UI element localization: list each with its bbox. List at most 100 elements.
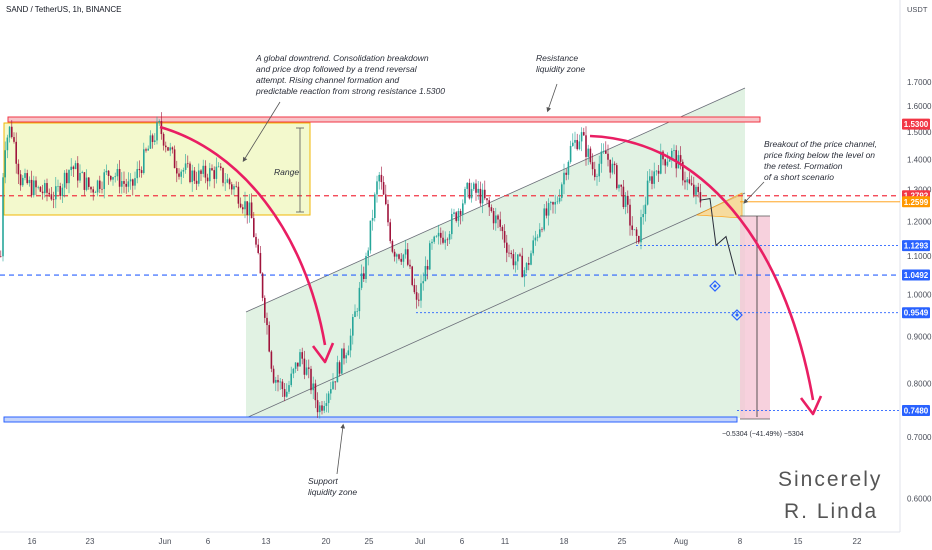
candle-body [140, 170, 143, 174]
candle-body [519, 254, 521, 256]
candle-body [668, 159, 671, 162]
measure-label: −0.5304 (−41.49%) −5304 [722, 431, 804, 438]
candle-body [178, 173, 180, 177]
price-label: 1.0492 [902, 269, 930, 281]
candle-body [316, 400, 319, 413]
candle-body [44, 183, 46, 194]
candle-body [173, 149, 176, 169]
candle-body [363, 273, 365, 280]
candle-body [182, 169, 185, 172]
candle-body [195, 180, 198, 184]
y-tick-label: 1.5000 [907, 128, 932, 137]
candle-body [609, 159, 611, 173]
candle-body [327, 393, 330, 404]
y-tick-label: 1.4000 [907, 156, 932, 165]
candle-body [596, 176, 598, 178]
candle-body [110, 175, 112, 180]
candle-body [74, 163, 77, 170]
candle-body [46, 183, 48, 193]
candle-body [237, 186, 240, 204]
candle-body [279, 381, 281, 383]
candle-body [578, 141, 581, 150]
svg-text:attempt. Rising channel format: attempt. Rising channel formation and [256, 75, 399, 85]
y-tick-label: 1.0000 [907, 290, 932, 299]
candle-body [411, 266, 413, 285]
candle-body [613, 163, 616, 166]
x-tick-label: 13 [262, 537, 271, 546]
price-axis[interactable] [900, 0, 932, 532]
candle-body [598, 163, 600, 177]
candle-body [389, 222, 391, 242]
candle-body [81, 172, 83, 173]
candle-body [534, 237, 537, 241]
candle-body [2, 177, 4, 257]
candle-body [435, 236, 438, 237]
candle-body [378, 174, 380, 182]
price-label: 1.5300 [902, 118, 930, 130]
candle-body [156, 122, 158, 141]
candle-body [407, 249, 409, 265]
candle-body [521, 255, 523, 278]
candle-body [55, 186, 57, 200]
candle-body [41, 191, 44, 194]
rising-channel [246, 88, 745, 418]
candle-body [475, 183, 477, 193]
candle-body [492, 211, 495, 224]
candle-body [299, 352, 301, 367]
candle-body [655, 170, 658, 172]
svg-text:0.9549: 0.9549 [904, 309, 929, 318]
signature-line1: Sincerely [778, 468, 882, 491]
candle-body [688, 179, 691, 184]
candle-body [697, 186, 699, 193]
candle-body [657, 170, 660, 174]
candle-body [292, 368, 295, 374]
candle-body [495, 215, 497, 224]
svg-text:price fixing below the level o: price fixing below the level on [763, 150, 875, 160]
candle-body [48, 192, 50, 195]
candle-body [206, 177, 209, 182]
candle-body [35, 180, 37, 188]
candle-body [690, 183, 693, 185]
candle-body [52, 199, 55, 201]
candle-body [422, 281, 424, 284]
candle-body [90, 186, 92, 190]
candle-body [321, 405, 323, 411]
symbol-title[interactable]: SAND / TetherUS, 1h, BINANCE [6, 5, 121, 14]
candle-body [572, 142, 574, 146]
candle-body [501, 226, 504, 232]
candle-body [561, 184, 563, 198]
candle-body [539, 229, 541, 237]
candle-body [248, 202, 251, 216]
x-tick-label: 11 [501, 537, 510, 546]
x-tick-label: 23 [86, 537, 95, 546]
projection-markers [709, 280, 743, 321]
candle-body [497, 215, 499, 220]
time-axis[interactable] [0, 532, 932, 550]
candle-body [646, 180, 649, 205]
candle-body [149, 135, 152, 149]
candle-body [371, 218, 374, 221]
candle-body [550, 202, 552, 204]
y-tick-labels: 1.7000 1.6000 1.5000 1.4000 1.3000 1.2000 1.10… [907, 78, 932, 504]
candle-body [664, 159, 666, 166]
candle-body [525, 263, 528, 271]
candle-body [649, 176, 651, 181]
candle-body [347, 350, 350, 356]
candle-body [228, 179, 231, 185]
x-tick-label: 16 [28, 537, 37, 546]
candle-body [429, 243, 431, 270]
candle-body [323, 405, 325, 411]
candle-body [294, 362, 297, 369]
candle-body [281, 381, 284, 390]
candle-body [105, 170, 108, 173]
candle-body [169, 147, 171, 151]
candle-body [138, 169, 141, 171]
candle-body [488, 200, 490, 208]
range-label: Range [274, 167, 299, 177]
candle-body [112, 177, 114, 180]
candle-body [638, 235, 640, 243]
candle-body [635, 229, 638, 236]
candle-body [286, 391, 288, 397]
candle-body [24, 173, 26, 178]
candle-body [446, 239, 449, 241]
